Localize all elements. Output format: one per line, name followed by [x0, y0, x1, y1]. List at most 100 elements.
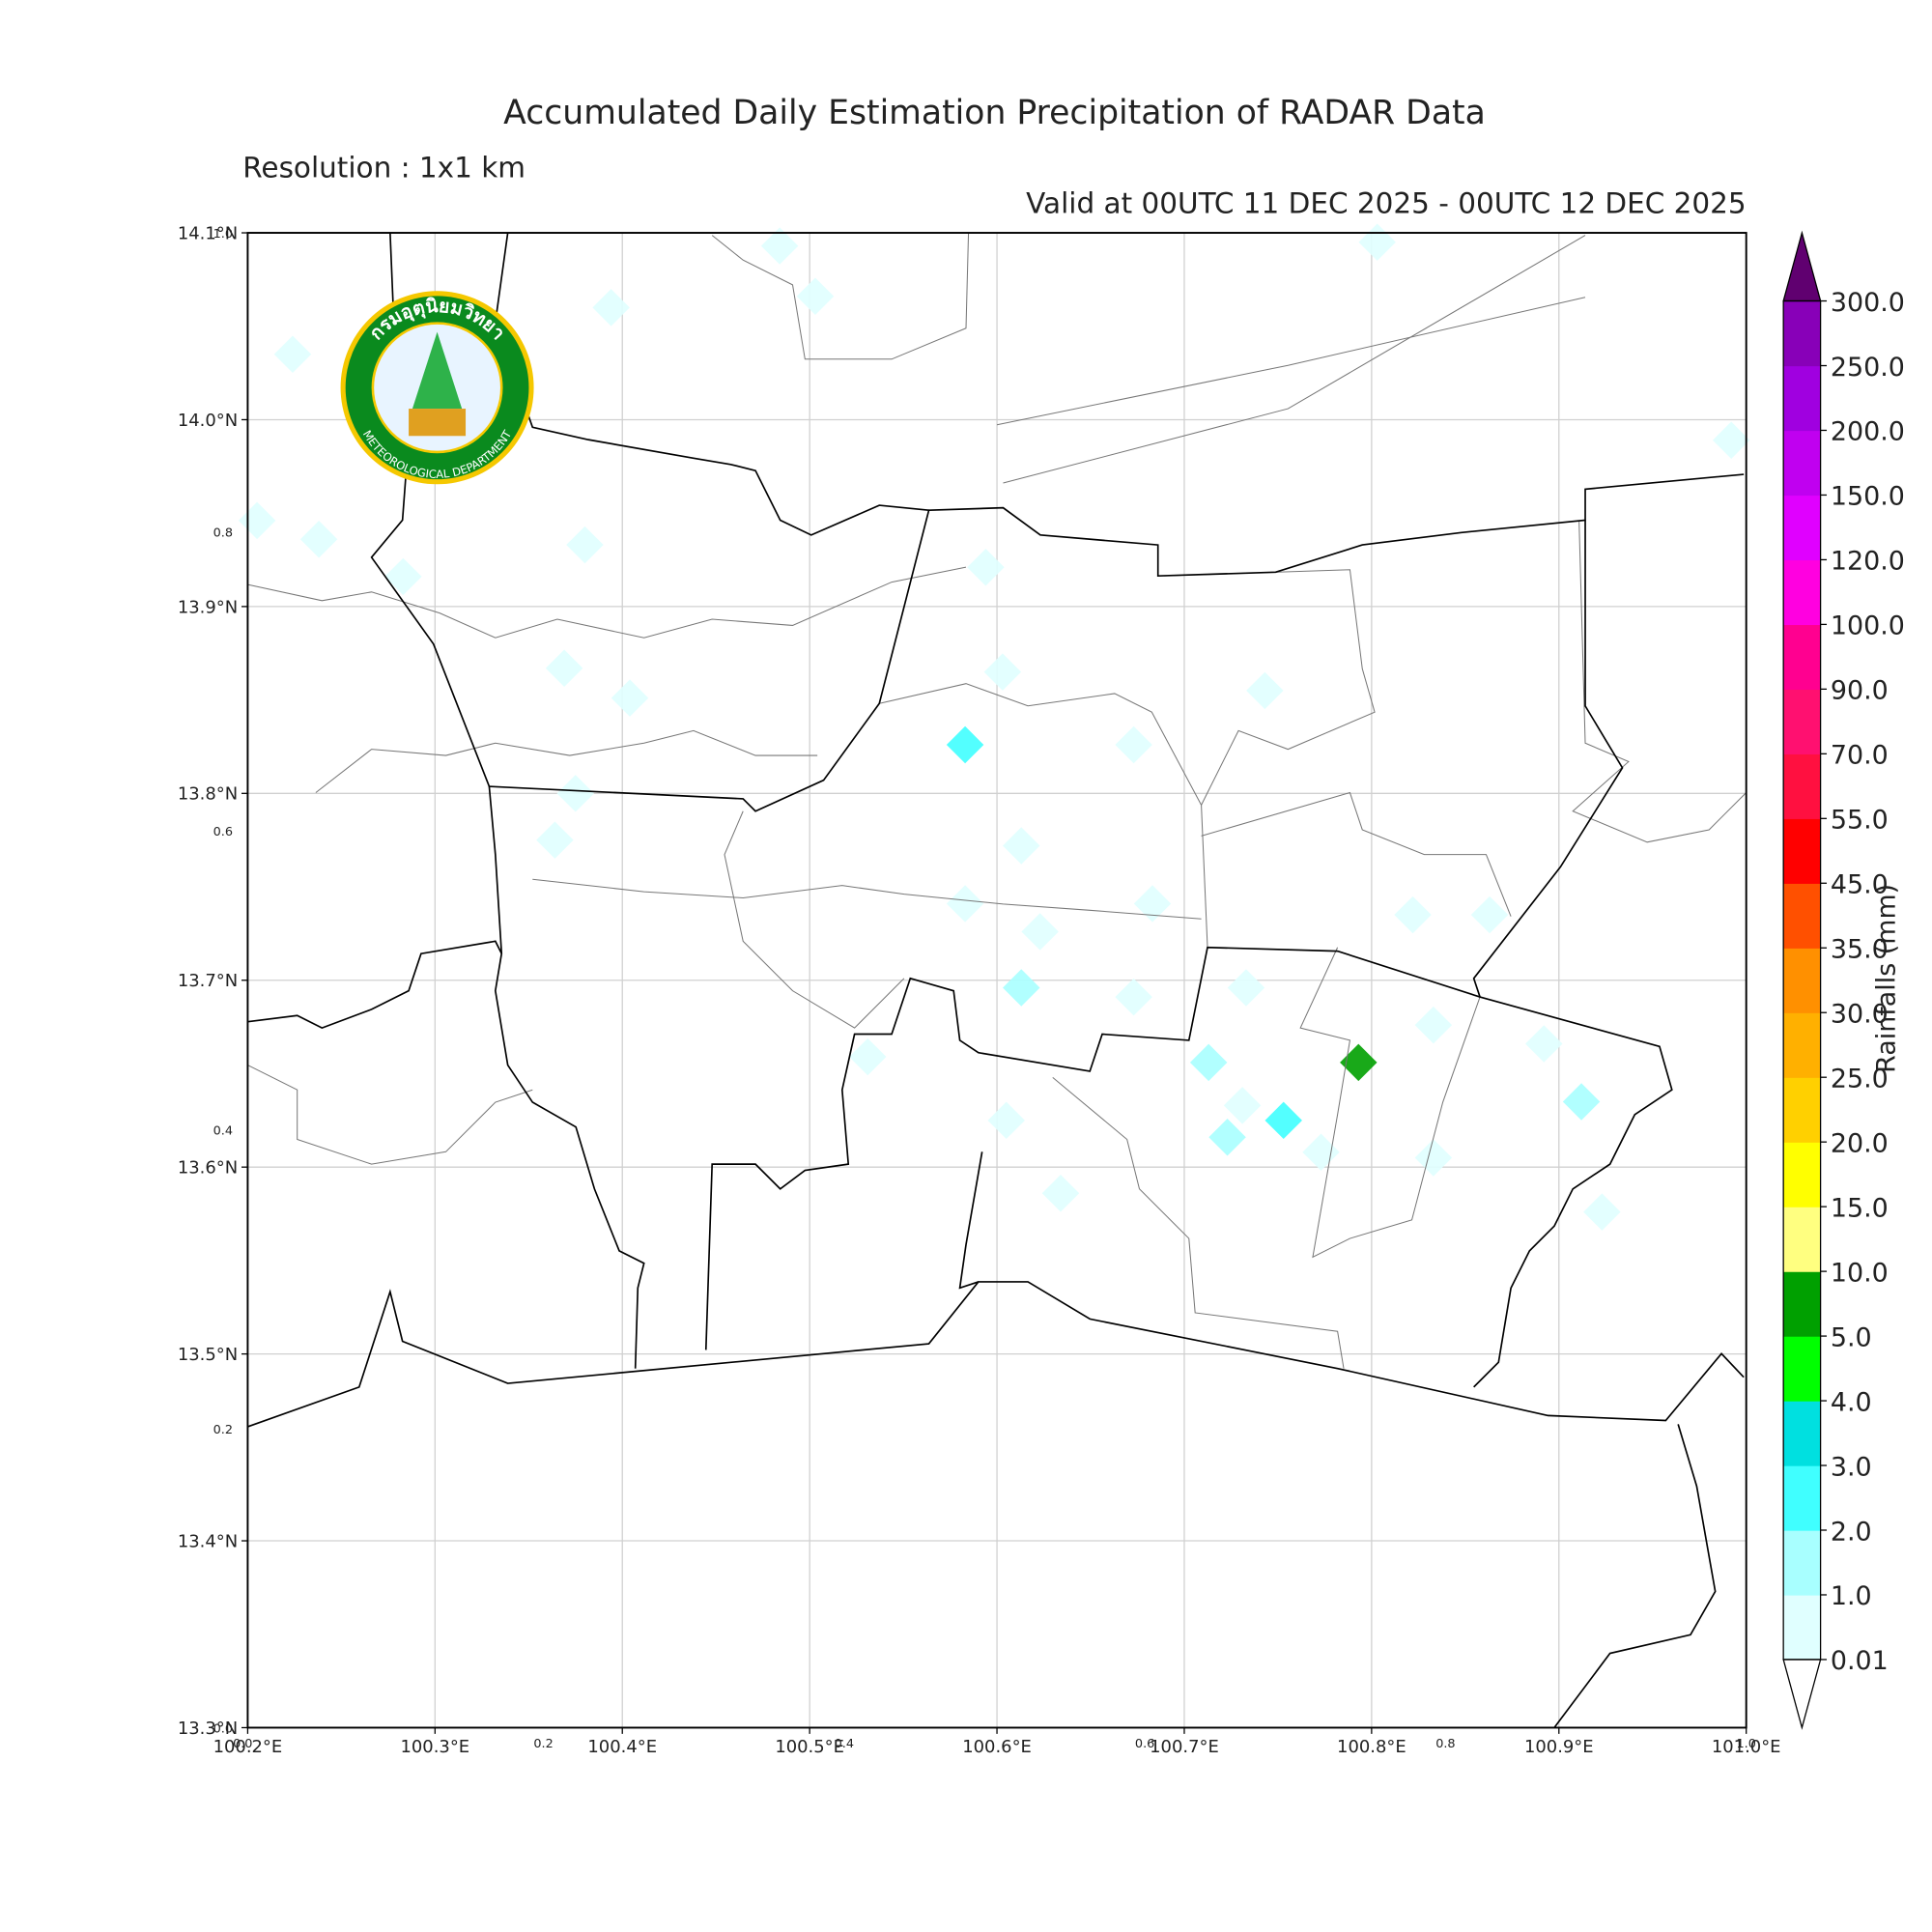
overlay-y-label: 0.4 [213, 1124, 233, 1139]
rain-cell [1133, 885, 1172, 923]
colorbar-tick-label: 0.01 [1831, 1646, 1889, 1676]
colorbar-tick-label: 200.0 [1831, 417, 1905, 447]
colorbar-frame [1782, 299, 1822, 1661]
x-tick-label: 100.5°E [775, 1737, 844, 1757]
rain-cell [1470, 895, 1509, 934]
resolution: Resolution : 1x1 km [242, 151, 526, 184]
rain-cell [1246, 671, 1284, 710]
overlay-y-label: 0.0 [213, 1722, 233, 1737]
colorbar-segment [1783, 1465, 1821, 1531]
colorbar-segment [1783, 1077, 1821, 1143]
x-tick-label: 100.7°E [1150, 1737, 1219, 1757]
y-tick-label: 13.6°N [178, 1158, 238, 1179]
province-boundary [1472, 520, 1624, 998]
colorbar-segment [1783, 1594, 1821, 1661]
x-tick-label: 100.6°E [962, 1737, 1032, 1757]
district-line [1201, 791, 1512, 917]
x-tick-label: 100.3°E [400, 1737, 469, 1757]
rain-cell [1712, 421, 1750, 459]
overlay-x-label: 0.2 [533, 1737, 553, 1751]
district-line [1052, 1076, 1345, 1369]
colorbar-segment [1783, 818, 1821, 884]
x-tick-label: 100.8°E [1337, 1737, 1406, 1757]
rain-cell [1394, 895, 1432, 934]
valid-time: Valid at 00UTC 11 DEC 2025 - 00UTC 12 DE… [1026, 187, 1747, 220]
district-line [315, 729, 818, 793]
colorbar-tick-label: 150.0 [1831, 482, 1905, 512]
colorbar-segment [1783, 559, 1821, 626]
rain-cell [299, 521, 338, 558]
rain-cell [1003, 827, 1040, 865]
colorbar-segment [1783, 948, 1821, 1013]
colorbar-tick-label: 5.0 [1831, 1322, 1872, 1352]
colorbar-segment [1783, 689, 1821, 754]
colorbar-tick-label: 250.0 [1831, 353, 1905, 383]
colorbar-segment [1783, 1271, 1821, 1337]
district-line [1003, 235, 1586, 484]
y-tick-label: 13.7°N [178, 971, 238, 991]
river [958, 1151, 983, 1290]
colorbar-segment [1783, 883, 1821, 949]
rain-cell [1414, 1139, 1453, 1177]
x-tick-label: 100.9°E [1524, 1737, 1594, 1757]
rain-cell [566, 526, 604, 564]
colorbar-extend-under [1782, 1659, 1822, 1730]
y-tick-label: 14.1°N [178, 223, 238, 243]
colorbar-tick-label: 2.0 [1831, 1517, 1872, 1547]
colorbar-segment [1783, 1207, 1821, 1272]
district-line [1299, 947, 1481, 1259]
colorbar-tick-label: 120.0 [1831, 547, 1905, 577]
colorbar-label: Rainfalls (mm) [1872, 884, 1902, 1073]
colorbar-tick-label: 3.0 [1831, 1452, 1872, 1482]
logo-figure [412, 331, 463, 410]
colorbar-segment [1783, 1142, 1821, 1208]
y-tick-label: 13.5°N [178, 1345, 238, 1365]
colorbar-tick-label: 35.0 [1831, 935, 1889, 965]
colorbar-tick-label: 20.0 [1831, 1128, 1889, 1158]
colorbar-segment [1783, 753, 1821, 819]
rain-cell [384, 557, 422, 596]
overlay-y-label: 0.2 [213, 1423, 233, 1437]
logo: กรมอุตุนิยมวิทยา METEOROLOGICAL DEPARTME… [340, 291, 534, 485]
x-tick-label: 100.2°E [213, 1737, 283, 1757]
colorbar-tick-label: 4.0 [1831, 1387, 1872, 1417]
colorbar-tick-label: 300.0 [1831, 288, 1905, 318]
colorbar-segment [1783, 1336, 1821, 1402]
colorbar-tick-label: 1.0 [1831, 1581, 1872, 1611]
colorbar-segment [1783, 1530, 1821, 1596]
colorbar-segment [1783, 1401, 1821, 1466]
overlay-x-label: 0.8 [1435, 1737, 1455, 1751]
overlay-y-label: 0.8 [213, 526, 233, 541]
colorbar-tick-label: 100.0 [1831, 611, 1905, 641]
y-tick-label: 14.0°N [178, 411, 238, 431]
x-tick-label: 101.0°E [1712, 1737, 1781, 1757]
colorbar-segment [1783, 624, 1821, 691]
colorbar-tick-label: 15.0 [1831, 1193, 1889, 1223]
district-line [724, 810, 905, 1029]
overlay-x-label: 0.6 [1135, 1737, 1154, 1751]
y-tick-label: 13.9°N [178, 597, 238, 617]
district-line [532, 878, 1202, 920]
colorbar-segment [1783, 365, 1821, 432]
district-line [996, 297, 1586, 426]
x-tick-label: 100.4°E [587, 1737, 657, 1757]
y-tick-label: 13.3°N [178, 1719, 238, 1739]
rain-cell [556, 775, 594, 812]
district-line [247, 566, 967, 639]
district-line [247, 1065, 533, 1165]
title: Accumulated Daily Estimation Precipitati… [503, 94, 1486, 132]
logo-base [409, 409, 467, 437]
colorbar-tick-label: 45.0 [1831, 870, 1889, 900]
district-line [711, 233, 970, 360]
colorbar-tick-label: 70.0 [1831, 741, 1889, 771]
overlay-y-label: 0.6 [213, 825, 233, 839]
colorbar-extend-over [1782, 230, 1822, 302]
rain-cell [1302, 1133, 1340, 1171]
rain-cell [536, 821, 574, 859]
overlay-x-label: 1.0 [1736, 1737, 1755, 1751]
rain-cell [1583, 1193, 1621, 1231]
province-boundary [704, 946, 1673, 1388]
y-tick-label: 13.8°N [178, 784, 238, 805]
overlay-y-label: 1.0 [213, 227, 233, 242]
